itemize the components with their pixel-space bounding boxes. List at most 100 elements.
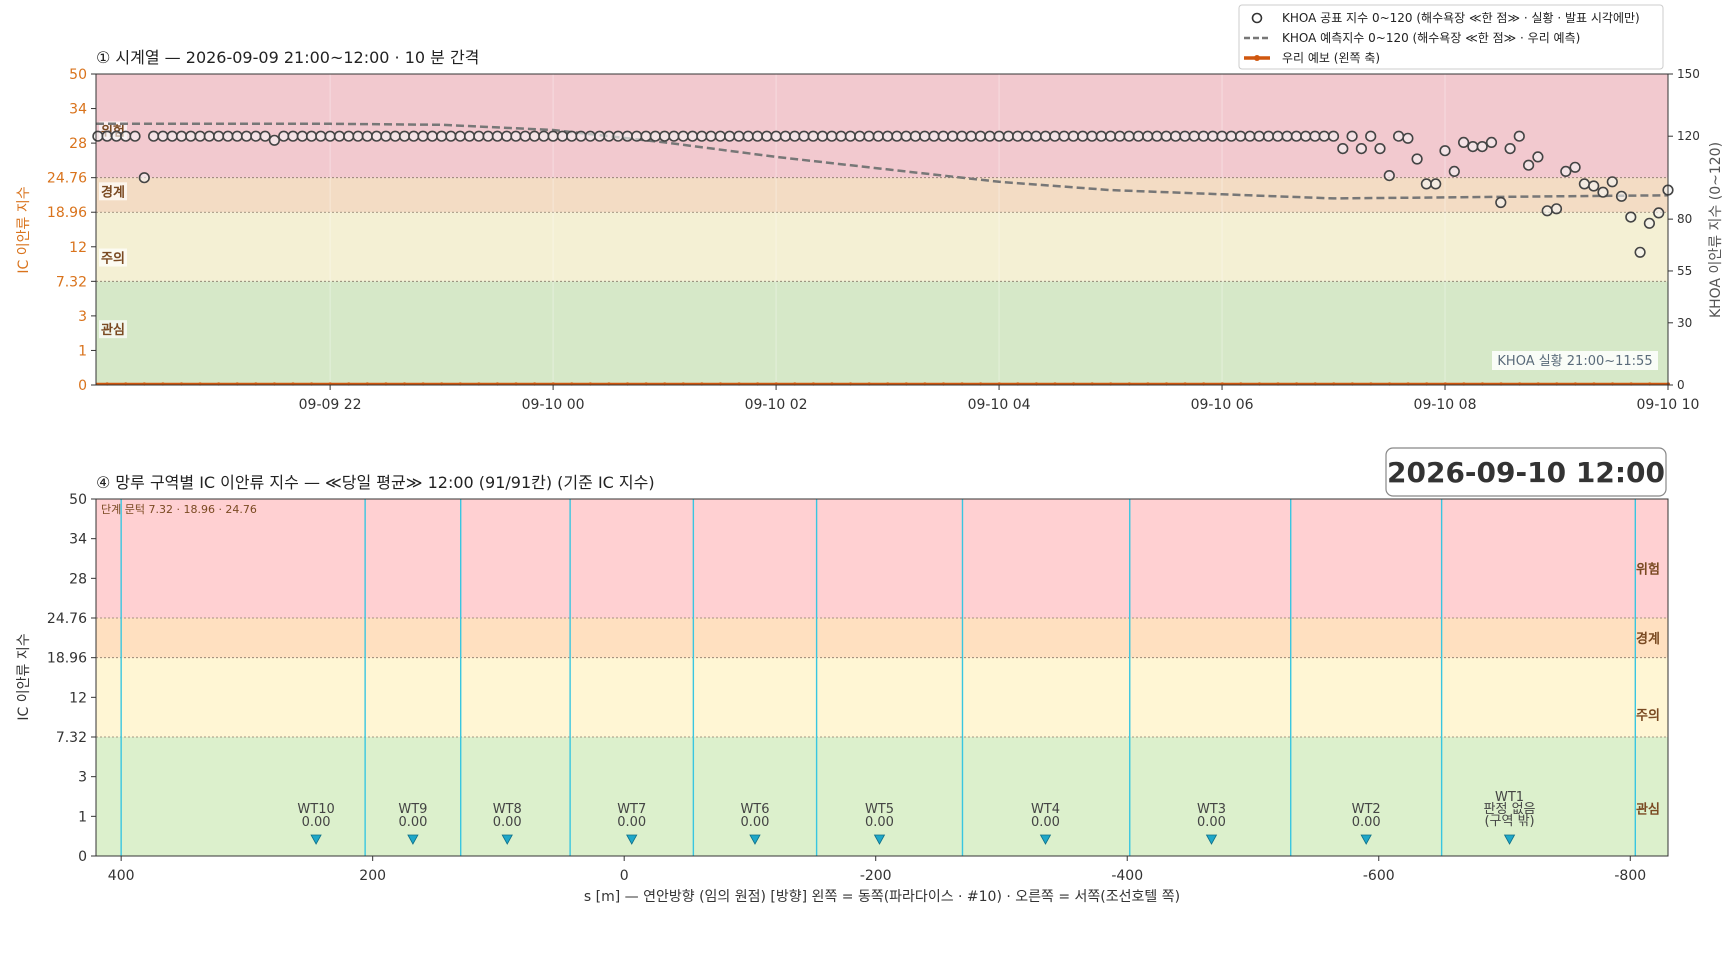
khoa-observed-point	[1104, 130, 1117, 142]
khoa-observed-point	[1039, 130, 1052, 142]
timeseries-x-axis: 09-09 22 09-10 00 09-10 02 09-10 04 09-10 06…	[299, 385, 1699, 413]
khoa-observed-point	[203, 130, 215, 142]
khoa-observed-point	[640, 130, 652, 142]
khoa-observed-point	[1541, 205, 1553, 217]
khoa-observed-point	[1504, 143, 1516, 155]
khoa-observed-point	[1142, 130, 1154, 142]
zone-panel: ④ 망루 구역별 IC 이안류 지수 — ≪당일 평균≫ 12:00 (91/9…	[16, 447, 1669, 905]
khoa-observed-point	[816, 130, 829, 142]
khoa-observed-point	[1309, 130, 1321, 142]
timeseries-level-label: 주의	[101, 251, 125, 267]
zone-level-bands	[96, 499, 1668, 856]
khoa-observed-point	[1318, 130, 1330, 142]
khoa-observed-point	[1383, 170, 1395, 182]
khoa-observed-point	[1030, 130, 1042, 142]
khoa-observed-point	[129, 130, 141, 142]
khoa-observed-point	[1522, 159, 1535, 171]
legend-box	[1238, 4, 1664, 70]
khoa-observed-point	[1179, 130, 1191, 142]
timeseries-y-axis: 0 1 3 7.32 12 18.96 24.76 28 34 50	[47, 67, 96, 394]
zone-x-tick-label: -800	[1614, 868, 1646, 884]
khoa-observed-point	[110, 130, 122, 142]
khoa-observed-point	[1411, 153, 1423, 165]
khoa-observed-point	[1049, 130, 1061, 142]
timeseries-y-tick-label: 24.76	[47, 171, 87, 187]
timeseries-y2-axis-label: KHOA 이안류 지수 (0~120)	[1708, 142, 1724, 318]
khoa-observed-point	[1467, 141, 1479, 153]
zone-y-tick-label: 50	[69, 492, 87, 508]
zone-note-label: (구역 밖)	[1484, 814, 1534, 829]
khoa-observed-point	[1095, 130, 1107, 142]
timeseries-y-tick-label: 28	[69, 136, 87, 152]
timeseries-y-tick-label: 1	[78, 343, 87, 359]
khoa-observed-point	[1207, 130, 1219, 142]
khoa-observed-point	[426, 130, 438, 142]
khoa-observed-point	[714, 130, 726, 142]
khoa-observed-point	[268, 134, 281, 146]
khoa-observed-point	[436, 130, 448, 142]
zone-value-label: 0.00	[302, 815, 331, 830]
timeseries-y2-tick-label: 150	[1677, 67, 1700, 81]
khoa-observed-point	[1420, 178, 1432, 190]
khoa-observed-point	[389, 130, 401, 142]
khoa-observed-point	[1457, 136, 1470, 148]
khoa-observed-point	[1077, 130, 1089, 142]
khoa-observed-point	[315, 130, 327, 142]
khoa-observed-point	[1513, 130, 1525, 142]
khoa-observed-point	[1532, 151, 1544, 163]
khoa-observed-point	[1197, 130, 1210, 142]
khoa-forecast-series	[96, 122, 1669, 200]
timeseries-plot-frame	[95, 73, 1669, 386]
zone-name-label: WT1	[1495, 790, 1524, 805]
zone-y-tick-label: 7.32	[56, 730, 87, 746]
zone-level-label: 경계	[1636, 631, 1660, 647]
khoa-observed-point	[1346, 130, 1358, 142]
khoa-observed-point	[175, 130, 188, 142]
zone-y-tick-label: 28	[69, 571, 87, 587]
zone-down-triangle-icon	[407, 834, 419, 845]
zone-x-axis-label: s [m] — 연안방향 (임의 원점) [방향] 왼쪽 = 동쪽(파라다이스 …	[584, 889, 1180, 905]
zone-down-triangle-icon	[749, 834, 761, 845]
timeseries-x-tick-label: 09-10 04	[968, 397, 1031, 413]
legend-marker-our-forecast-dot	[1254, 55, 1260, 61]
khoa-observed-point	[1216, 130, 1228, 142]
zone-down-triangle-icon	[1360, 834, 1372, 845]
khoa-observed-point	[826, 130, 838, 142]
khoa-observed-point	[1281, 130, 1293, 142]
khoa-observed-point	[473, 130, 485, 142]
zone-y-tick-label: 18.96	[47, 651, 87, 667]
khoa-observed-point	[1337, 143, 1349, 155]
zone-y-axis-label: IC 이안류 지수	[16, 633, 32, 720]
khoa-observed-point	[1448, 165, 1460, 177]
datetime-box-frame	[1385, 447, 1667, 497]
zone-y-axis: 0 1 3 7.32 12 18.96 24.76 28 34 50	[47, 492, 96, 865]
khoa-observed-point	[398, 130, 411, 142]
khoa-observed-point	[1253, 130, 1265, 142]
zone-value-label: 0.00	[741, 815, 770, 830]
khoa-observed-point	[984, 130, 996, 142]
annotation-box	[1492, 351, 1658, 370]
khoa-observed-point	[1495, 196, 1507, 209]
khoa-forecast-line	[96, 122, 1669, 200]
timeseries-x-tick-label: 09-09 22	[299, 397, 362, 413]
khoa-observed-point	[1560, 165, 1572, 177]
khoa-observed-point	[956, 130, 968, 142]
khoa-observed-point	[166, 130, 178, 142]
zone-name-label: WT4	[1031, 802, 1060, 817]
khoa-observed-point	[101, 130, 113, 142]
zone-y-tick-label: 1	[78, 809, 87, 825]
khoa-observed-point	[519, 130, 531, 142]
timeseries-y-tick-label: 0	[78, 378, 87, 394]
khoa-observed-point	[1234, 130, 1247, 142]
zone-x-axis: 400 200 0 -200 -400 -600 -800	[108, 856, 1646, 884]
khoa-observed-point	[593, 130, 606, 142]
khoa-observed-point	[1643, 217, 1655, 229]
threshold-note: 단계 문턱 7.32 · 18.96 · 24.76	[101, 503, 257, 516]
khoa-observed-point	[891, 130, 903, 142]
zone-boundaries	[120, 499, 1637, 856]
datetime-label: 2026-09-10 12:00	[1387, 456, 1665, 489]
khoa-observed-point	[333, 130, 346, 142]
